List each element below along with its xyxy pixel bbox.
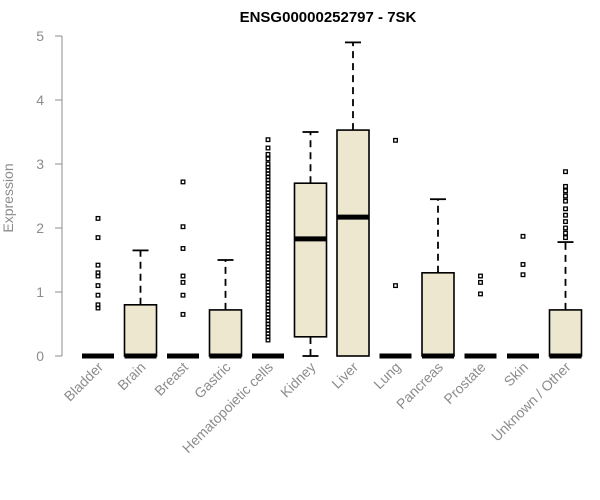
outlier-point [180,273,186,279]
outlier-point [265,137,271,143]
outlier-point [95,235,101,241]
boxes-group [82,41,583,359]
outlier-point [478,273,483,279]
outlier-point [563,235,568,241]
x-tick-label: Prostate [440,359,488,407]
x-tick-label: Liver [328,359,361,392]
outlier-point [180,246,186,251]
box-bladder [82,215,114,359]
box-gastric [208,259,243,359]
outlier-point [265,156,271,162]
box-lung [379,137,412,359]
outlier-point [265,151,271,157]
x-tick-label: Unknown / Other [488,359,574,445]
outlier-point [478,279,483,285]
outlier-point [95,262,101,268]
y-tick-label: 5 [36,28,44,44]
box-liver [336,41,370,357]
x-tick-label: Bladder [61,359,107,405]
outlier-point [393,137,398,143]
y-tick-label: 4 [36,92,44,108]
outlier-point [393,283,398,289]
y-axis: 0 1 2 3 4 5 [36,28,62,364]
outlier-point [520,262,526,267]
outlier-point [563,212,568,218]
y-tick-label: 2 [36,220,44,236]
outlier-point [95,283,101,289]
box-body [293,182,328,338]
box-skin [507,233,539,359]
outlier-point [478,291,483,297]
x-tick-label: Breast [151,359,191,399]
outlier-point [265,145,271,151]
outlier-point [563,193,568,199]
box-breast [167,179,199,359]
box-pancreas [421,198,455,359]
box-body [123,303,158,357]
box-body [421,271,455,357]
outlier-point [563,206,568,212]
outlier-point [563,188,568,194]
y-tick-label: 1 [36,284,44,300]
outlier-point [95,302,101,308]
outlier-point [563,230,568,236]
box-body [548,309,583,357]
y-tick-label: 0 [36,348,44,364]
x-tick-label: Brain [114,359,148,393]
x-tick-label: Kidney [277,359,319,401]
outlier-point [180,311,186,317]
x-tick-label: Pancreas [393,359,446,412]
box-kidney [293,131,328,357]
y-axis-label: Expression [0,163,16,232]
outlier-point [563,198,568,204]
outlier-point [180,292,186,298]
outlier-point [95,215,101,221]
box-body [208,309,243,357]
outlier-point [563,219,568,225]
outlier-point [520,272,526,278]
y-tick-label: 3 [36,156,44,172]
chart-title: ENSG00000252797 - 7SK [240,9,417,26]
outlier-point [265,161,271,167]
outlier-point [520,233,526,239]
outlier-point [95,292,101,298]
outlier-point [563,169,568,175]
box-body [336,129,370,357]
x-tick-label: Lung [370,359,403,392]
outlier-point [180,279,186,285]
x-tick-label: Skin [501,359,532,390]
outlier-point [180,224,186,230]
outlier-point [180,179,186,185]
outlier-point [563,183,568,189]
box-unknown-other [548,169,583,359]
outlier-point [563,225,568,231]
box-prostate [464,273,497,359]
box-hematopoietic-cells [252,137,284,359]
box-brain [123,249,158,359]
outlier-point [95,270,101,276]
